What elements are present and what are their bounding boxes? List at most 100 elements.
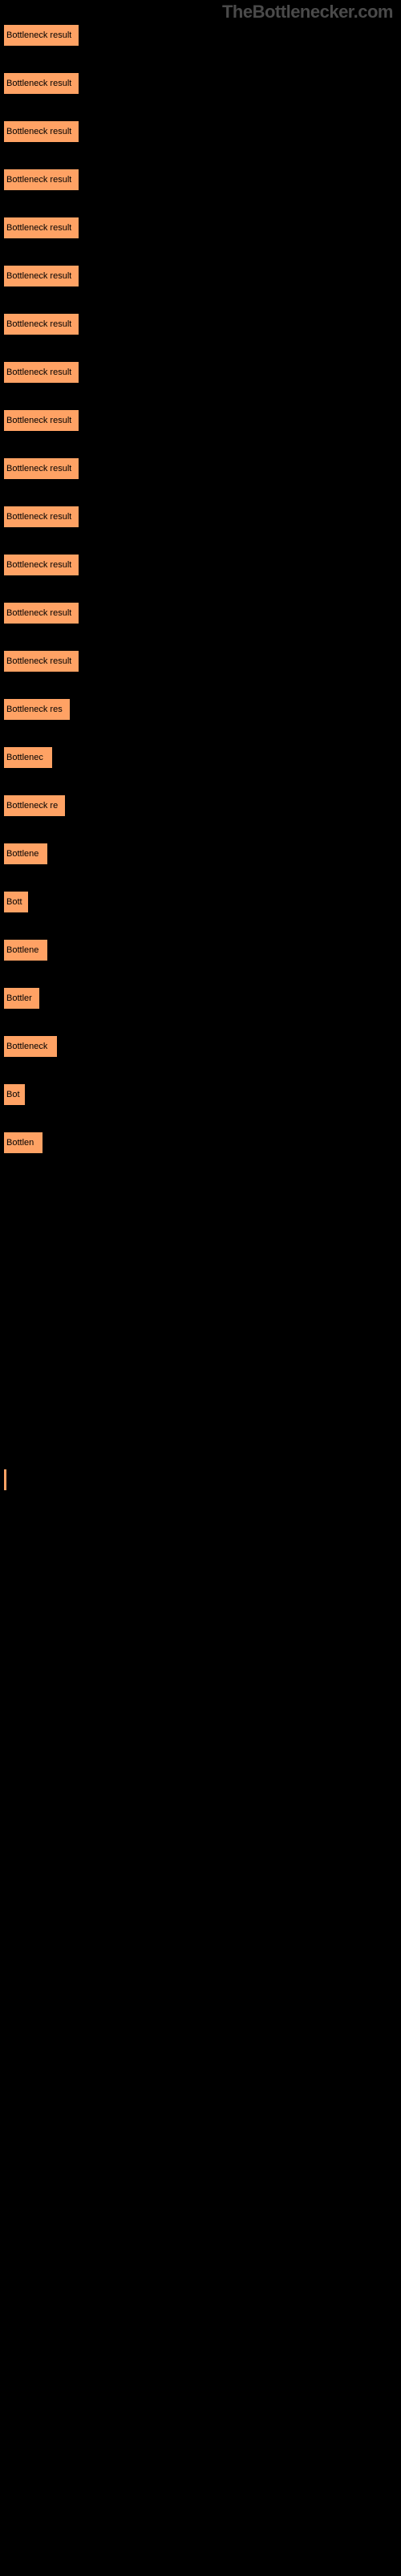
bar-row bbox=[3, 2432, 401, 2454]
bar-label: Bottleneck result bbox=[6, 560, 71, 570]
bar-row bbox=[3, 1565, 401, 1587]
bar-row: Bottlenec bbox=[3, 746, 401, 769]
bar-row: Bottleneck result bbox=[3, 217, 401, 239]
bar-row bbox=[3, 1420, 401, 1443]
bar-row: Bottleneck result bbox=[3, 602, 401, 624]
bar-row: Bottleneck result bbox=[3, 409, 401, 432]
bar-label: Bottleneck re bbox=[6, 801, 58, 811]
bar: Bottlenec bbox=[3, 746, 53, 769]
bar-row: Bottleneck result bbox=[3, 169, 401, 191]
bar-row: Bott bbox=[3, 891, 401, 913]
bar-row: Bottleneck re bbox=[3, 794, 401, 817]
bar-label: Bottleneck result bbox=[6, 512, 71, 522]
bar: Bottleneck result bbox=[3, 602, 79, 624]
bar-row bbox=[3, 2528, 401, 2550]
bar-label: Bottleneck result bbox=[6, 656, 71, 666]
bar-label: Bottler bbox=[6, 993, 32, 1003]
bar-row: Bot bbox=[3, 1083, 401, 1106]
bar-row bbox=[3, 1709, 401, 1732]
bar: Bottleneck result bbox=[3, 361, 79, 384]
watermark: TheBottlenecker.com bbox=[222, 2, 393, 22]
bar-label: Bottleneck result bbox=[6, 416, 71, 425]
bar-row bbox=[3, 1902, 401, 1924]
bar: Bottlene bbox=[3, 843, 48, 865]
bar-row: Bottleneck result bbox=[3, 650, 401, 672]
bar-row: Bottleneck result bbox=[3, 313, 401, 335]
bar-row bbox=[3, 2191, 401, 2213]
bar: Bottleneck bbox=[3, 1035, 58, 1058]
bar: Bottleneck result bbox=[3, 409, 79, 432]
bar-row bbox=[3, 1276, 401, 1298]
bar-row bbox=[3, 2287, 401, 2310]
bar-row bbox=[3, 2383, 401, 2406]
bar-row: Bottlene bbox=[3, 939, 401, 961]
bar-label: Bott bbox=[6, 897, 22, 907]
bar: Bottleneck result bbox=[3, 265, 79, 287]
bar-label: Bottleneck result bbox=[6, 464, 71, 473]
bar: Bottleneck result bbox=[3, 120, 79, 143]
bar: Bottleneck result bbox=[3, 313, 79, 335]
bar-label: Bottleneck result bbox=[6, 271, 71, 281]
bar-row: Bottleneck result bbox=[3, 457, 401, 480]
bar-label: Bottlenec bbox=[6, 753, 43, 762]
bar-row: Bottlene bbox=[3, 843, 401, 865]
bar: Bottleneck result bbox=[3, 650, 79, 672]
bar: Bottleneck result bbox=[3, 24, 79, 47]
bar-row bbox=[3, 1950, 401, 1973]
bar-row bbox=[3, 1806, 401, 1828]
bar: Bottlene bbox=[3, 939, 48, 961]
bar-row bbox=[3, 1372, 401, 1395]
bar: Bottleneck result bbox=[3, 72, 79, 95]
bar: Bottleneck result bbox=[3, 217, 79, 239]
bar-row bbox=[3, 1517, 401, 1539]
bar: Bott bbox=[3, 891, 29, 913]
bar-row: Bottler bbox=[3, 987, 401, 1010]
bar-label: Bottleneck result bbox=[6, 608, 71, 618]
bar-row bbox=[3, 1661, 401, 1684]
bar-row bbox=[3, 1180, 401, 1202]
bar-row bbox=[3, 2239, 401, 2261]
bar-label: Bottlen bbox=[6, 1138, 34, 1148]
bar-row bbox=[3, 1469, 401, 1491]
bar-row bbox=[3, 2335, 401, 2358]
bar-label: Bottlene bbox=[6, 849, 38, 859]
bar-row bbox=[3, 2046, 401, 2069]
bar: Bot bbox=[3, 1083, 26, 1106]
bar-label: Bottleneck result bbox=[6, 368, 71, 377]
bar-row bbox=[3, 2095, 401, 2117]
bar-row bbox=[3, 2143, 401, 2165]
bar-label: Bottlene bbox=[6, 945, 38, 955]
bar-row: Bottleneck result bbox=[3, 120, 401, 143]
bar-label: Bottleneck bbox=[6, 1042, 47, 1051]
bar-row bbox=[3, 1854, 401, 1876]
bar-row bbox=[3, 1613, 401, 1635]
bar-row bbox=[3, 1998, 401, 2021]
bar-row bbox=[3, 1757, 401, 1780]
bar-row bbox=[3, 2480, 401, 2502]
bar-row: Bottleneck result bbox=[3, 265, 401, 287]
bar-label: Bottleneck result bbox=[6, 127, 71, 136]
bar-row: Bottleneck result bbox=[3, 72, 401, 95]
bar-label: Bottleneck result bbox=[6, 79, 71, 88]
bar: Bottleneck res bbox=[3, 698, 71, 721]
bar-row: Bottlen bbox=[3, 1132, 401, 1154]
bar-label: Bot bbox=[6, 1090, 20, 1099]
bar: Bottler bbox=[3, 987, 40, 1010]
bar: Bottleneck result bbox=[3, 169, 79, 191]
bar-label: Bottleneck result bbox=[6, 319, 71, 329]
bar-label: Bottleneck res bbox=[6, 705, 63, 714]
bar-row: Bottleneck result bbox=[3, 554, 401, 576]
bar: Bottleneck result bbox=[3, 506, 79, 528]
bar-row: Bottleneck res bbox=[3, 698, 401, 721]
bar bbox=[3, 1469, 7, 1491]
bar-label: Bottleneck result bbox=[6, 223, 71, 233]
bar-label: Bottleneck result bbox=[6, 30, 71, 40]
bar-label: Bottleneck result bbox=[6, 175, 71, 185]
bar: Bottlen bbox=[3, 1132, 43, 1154]
bar: Bottleneck re bbox=[3, 794, 66, 817]
bar: Bottleneck result bbox=[3, 457, 79, 480]
bar-row bbox=[3, 1228, 401, 1250]
bar-row: Bottleneck result bbox=[3, 506, 401, 528]
bar-row bbox=[3, 1324, 401, 1347]
bar-chart: Bottleneck result Bottleneck result Bottle… bbox=[0, 0, 401, 2550]
